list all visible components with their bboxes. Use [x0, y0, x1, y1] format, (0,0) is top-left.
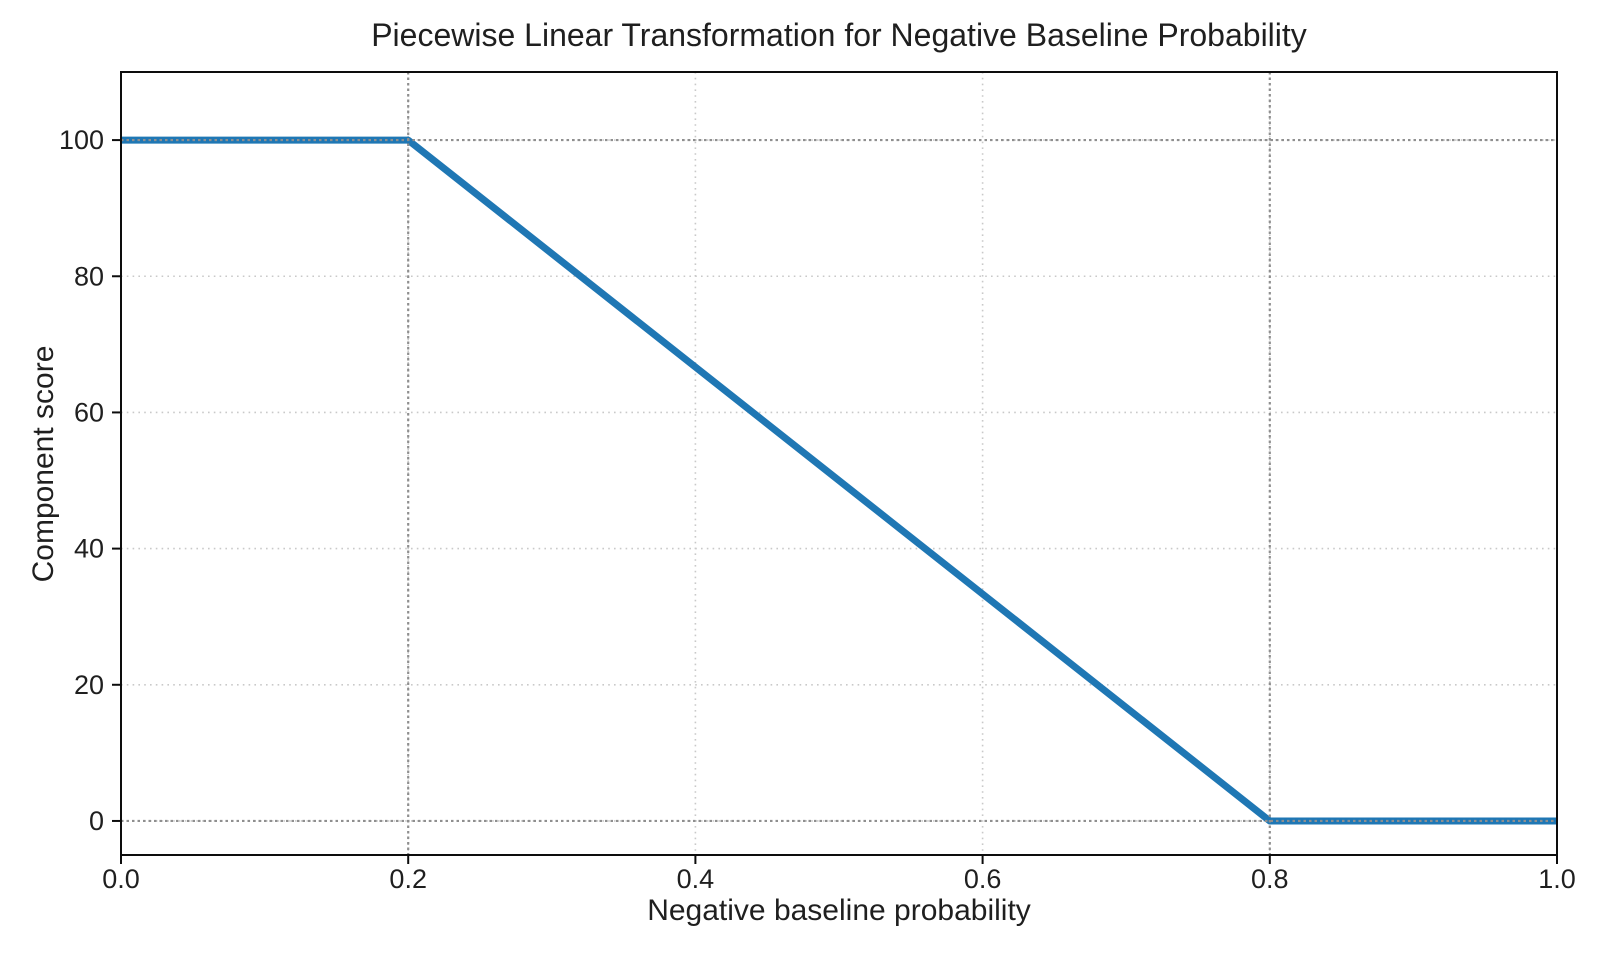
- x-tick-label: 0.2: [389, 864, 427, 894]
- y-tick-label: 20: [74, 670, 104, 700]
- x-tick-label: 0.0: [102, 864, 140, 894]
- plot-border: [120, 71, 1558, 856]
- x-tick-label: 0.6: [964, 864, 1002, 894]
- x-tick-label: 0.4: [677, 864, 715, 894]
- x-tick-label: 1.0: [1538, 864, 1576, 894]
- y-tick-label: 0: [89, 806, 104, 836]
- x-axis-label: Negative baseline probability: [647, 894, 1031, 927]
- series-line: [121, 136, 1557, 825]
- y-tick-label: 100: [59, 125, 104, 155]
- y-tick-label: 60: [74, 397, 104, 427]
- y-tick-label: 40: [74, 534, 104, 564]
- x-tick-label: 0.8: [1251, 864, 1289, 894]
- chart-title: Piecewise Linear Transformation for Nega…: [371, 17, 1307, 53]
- y-tick-label: 80: [74, 261, 104, 291]
